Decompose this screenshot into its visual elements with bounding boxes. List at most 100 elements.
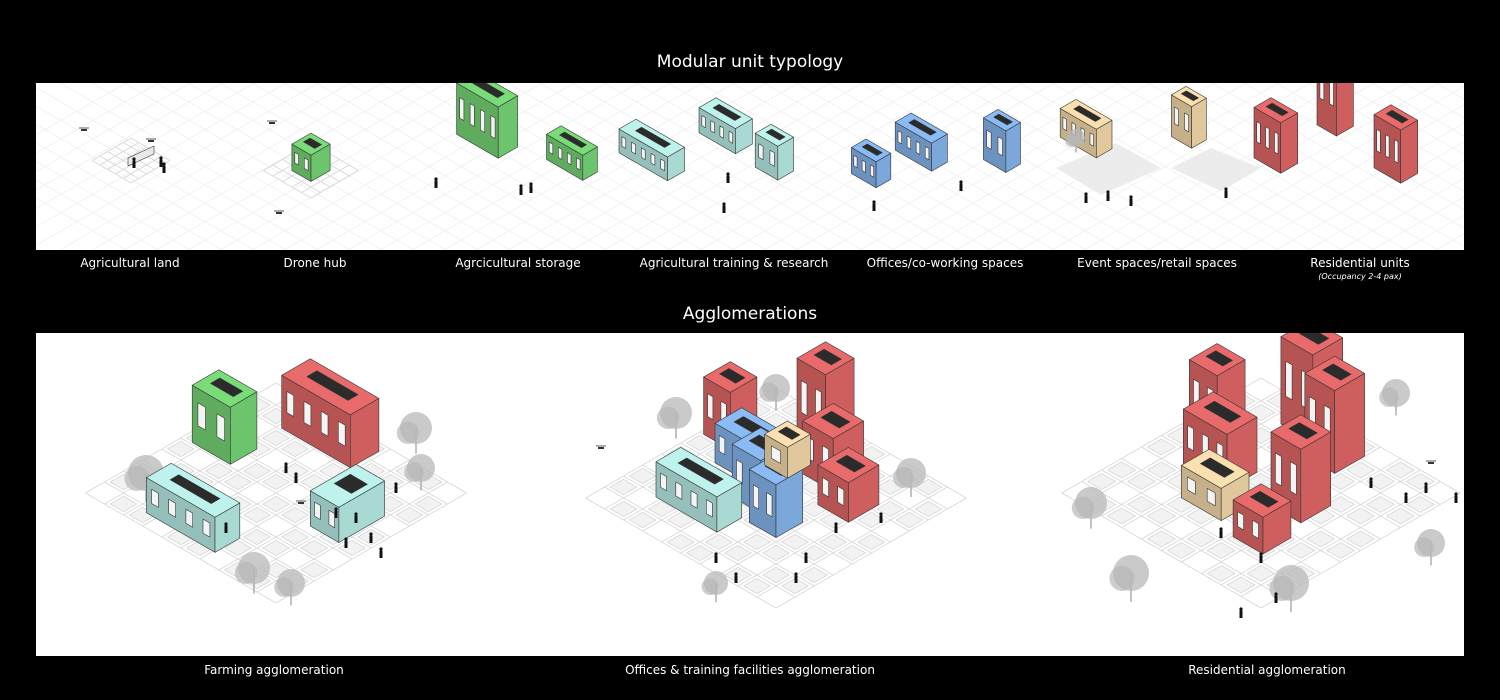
bg-grid-line (1179, 85, 1464, 250)
person-body (529, 185, 533, 193)
window (1206, 488, 1216, 507)
drone-body (598, 447, 604, 449)
paving-tile (647, 501, 676, 517)
person-figure (519, 184, 523, 195)
label-offices-agglomeration: Offices & training facilities agglomerat… (625, 663, 875, 677)
grid-line (161, 448, 353, 560)
tree-canopy (1414, 537, 1434, 557)
person-body (726, 175, 730, 183)
grid-line (107, 151, 147, 175)
bg-grid-line (379, 83, 671, 250)
window (490, 115, 496, 139)
person-head (519, 184, 523, 188)
bg-grid-line (763, 83, 1055, 250)
person-head (369, 532, 373, 536)
paving-tile (781, 578, 809, 594)
person-figure (959, 180, 963, 191)
bg-grid-line (36, 83, 287, 228)
paving-tile (762, 567, 790, 583)
typology-title: Modular unit typology (656, 52, 844, 72)
paving-tile (666, 534, 695, 550)
window (314, 501, 321, 520)
person-figure (1404, 492, 1408, 503)
person-head (1424, 482, 1428, 486)
tree (404, 454, 435, 491)
office-block-tall (983, 109, 1021, 173)
grid-line (275, 492, 467, 604)
window (1062, 116, 1067, 132)
unit-agricultural-training (618, 97, 794, 213)
person-head (529, 182, 533, 186)
grid-line (756, 486, 948, 598)
block-red-corner (1232, 483, 1292, 555)
person-body (714, 555, 718, 563)
window (769, 149, 775, 167)
bg-grid-line (571, 83, 863, 250)
paving-tile (1166, 542, 1196, 559)
person-figure (1219, 527, 1223, 538)
roof (456, 83, 518, 108)
paving-tile (781, 534, 809, 550)
solar-panel (559, 131, 587, 148)
label-offices: Offices/co-working spaces (866, 256, 1024, 270)
window (766, 492, 773, 518)
person-body (722, 205, 726, 213)
office-block-small (851, 138, 892, 189)
paving-tile (1146, 438, 1176, 456)
person-head (1454, 492, 1458, 496)
person-head (132, 157, 136, 161)
window (1237, 511, 1244, 531)
window (870, 164, 875, 178)
window (660, 158, 665, 172)
window (185, 508, 193, 528)
window (631, 141, 636, 155)
person-body (1259, 555, 1263, 563)
person-head (379, 547, 383, 551)
person-figure (804, 552, 808, 563)
solar-panel (1203, 400, 1242, 423)
solar-panel (908, 119, 937, 136)
event-kiosk (764, 420, 811, 479)
person-body (1106, 193, 1110, 201)
person-figure (334, 507, 338, 518)
window (1265, 126, 1270, 150)
person-body (159, 159, 163, 167)
grid-line (1220, 469, 1421, 586)
typology-panel (36, 83, 1464, 250)
tree-canopy (759, 382, 779, 402)
window (1256, 121, 1261, 145)
person-head (1084, 192, 1088, 196)
unit-event-spaces (1056, 86, 1261, 206)
grid-line (107, 146, 147, 170)
bg-grid-line (1403, 214, 1464, 250)
right-face (1336, 83, 1354, 137)
label-agricultural-training: Agricultural training & research (639, 256, 829, 270)
person-head (872, 200, 876, 204)
window (576, 157, 581, 171)
person-figure (714, 552, 718, 563)
bg-grid-line (123, 83, 415, 250)
paving-tile (1306, 530, 1336, 548)
solar-panel (306, 370, 359, 401)
paving-tile (1366, 496, 1396, 513)
paving-tile (1286, 542, 1316, 559)
paving-tile (1147, 461, 1176, 479)
window (640, 147, 646, 160)
grid-line (301, 164, 350, 193)
window (1187, 476, 1196, 495)
person-figure (294, 472, 298, 483)
grid-line (263, 170, 312, 199)
solar-panel (993, 113, 1013, 126)
retail-block (1171, 86, 1207, 149)
bg-grid-line (36, 83, 319, 246)
person-body (1424, 485, 1428, 493)
bg-grid-line (699, 83, 991, 250)
person-figure (1106, 190, 1110, 201)
person-figure (1084, 192, 1088, 203)
training-block-tall (754, 123, 794, 181)
label-agricultural-storage: Agrcicultural storage (455, 256, 581, 270)
residential-stack-right (1373, 104, 1418, 184)
person-body (162, 165, 166, 173)
window (915, 140, 921, 155)
bg-grid-line (91, 83, 383, 250)
